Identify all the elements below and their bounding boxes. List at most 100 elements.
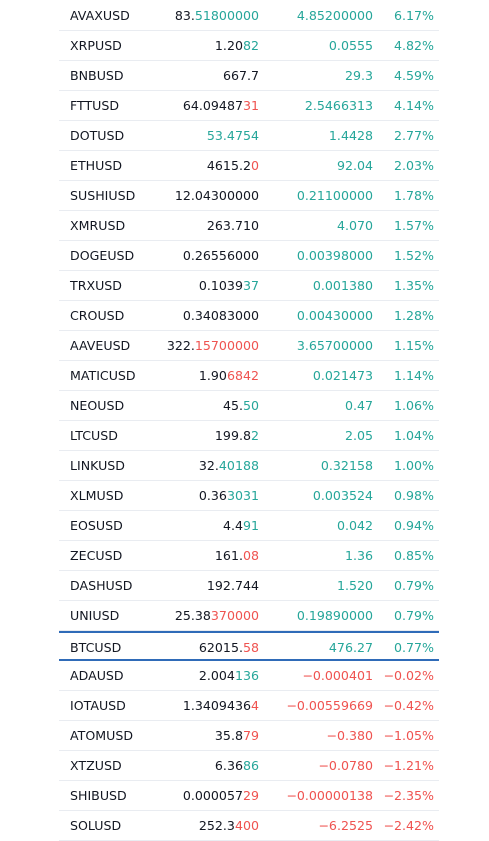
last-price: 0.26556000 [183, 241, 259, 271]
last-price-unchanged-digits: 64.09487 [182, 98, 243, 113]
last-price: 2.004136 [199, 661, 259, 691]
change-percent: −2.35% [383, 788, 434, 803]
change-percent: 1.06% [393, 398, 434, 413]
last-price-unchanged-digits: 4615.2 [206, 158, 251, 173]
last-price-unchanged-digits: 83. [174, 8, 195, 23]
last-price: 263.710 [207, 211, 259, 241]
last-price: 192.744 [207, 571, 259, 601]
change-percent: 4.59% [393, 68, 434, 83]
watchlist-row[interactable]: DASHUSD 192.744 1.520 0.79% [59, 571, 439, 601]
watchlist-row[interactable]: XMRUSD 263.710 4.070 1.57% [59, 211, 439, 241]
watchlist-row-selected[interactable]: BTCUSD 62015.58 476.27 0.77% [59, 631, 439, 661]
change-percent: 1.57% [393, 218, 434, 233]
change-value: −6.2525 [318, 818, 373, 833]
watchlist-row[interactable]: XTZUSD 6.3686 −0.0780 −1.21% [59, 751, 439, 781]
change-value: 0.042 [336, 518, 373, 533]
last-price: 1.906842 [199, 361, 259, 391]
last-price-unchanged-digits: 0.1039 [198, 278, 243, 293]
last-price-changed-digits: 136 [234, 668, 259, 683]
watchlist-row[interactable]: DOGEUSD 0.26556000 0.00398000 1.52% [59, 241, 439, 271]
last-price-unchanged-digits: 1.20 [214, 38, 243, 53]
watchlist-row[interactable]: EOSUSD 4.491 0.042 0.94% [59, 511, 439, 541]
watchlist-row[interactable]: IOTAUSD 1.34094364 −0.00559669 −0.42% [59, 691, 439, 721]
last-price-unchanged-digits: 35.8 [214, 728, 243, 743]
last-price-unchanged-digits: 263.710 [206, 218, 259, 233]
change-value: 92.04 [336, 158, 373, 173]
last-price-unchanged-digits: 161. [214, 548, 243, 563]
change-percent: 1.04% [393, 428, 434, 443]
watchlist-row[interactable]: FTTUSD 64.0948731 2.5466313 4.14% [59, 91, 439, 121]
change-value: −0.00000138 [286, 788, 373, 803]
watchlist-row[interactable]: XRPUSD 1.2082 0.0555 4.82% [59, 31, 439, 61]
last-price-unchanged-digits: 667.7 [222, 68, 259, 83]
last-price-changed-digits: 4 [250, 698, 259, 713]
symbol-label: UNIUSD [70, 608, 120, 623]
last-price: 62015.58 [199, 633, 259, 663]
last-price: 161.08 [215, 541, 259, 571]
watchlist-row[interactable]: TRXUSD 0.103937 0.001380 1.35% [59, 271, 439, 301]
change-percent: 4.82% [393, 38, 434, 53]
watchlist-row[interactable]: SOLUSD 252.3400 −6.2525 −2.42% [59, 811, 439, 841]
change-percent: 2.77% [393, 128, 434, 143]
last-price: 64.0948731 [183, 91, 259, 121]
watchlist-row[interactable]: AVAXUSD 83.51800000 4.85200000 6.17% [59, 1, 439, 31]
change-value: 0.19890000 [296, 608, 373, 623]
change-percent: 0.79% [393, 578, 434, 593]
last-price-changed-digits: 82 [242, 38, 259, 53]
last-price-changed-digits: 50 [242, 398, 259, 413]
change-percent: 1.14% [393, 368, 434, 383]
last-price-changed-digits: 31 [242, 98, 259, 113]
watchlist-row[interactable]: NEOUSD 45.50 0.47 1.06% [59, 391, 439, 421]
symbol-label: ATOMUSD [70, 728, 134, 743]
symbol-label: SUSHIUSD [70, 188, 136, 203]
watchlist-row[interactable]: AAVEUSD 322.15700000 3.65700000 1.15% [59, 331, 439, 361]
change-percent: 1.52% [393, 248, 434, 263]
symbol-label: BTCUSD [70, 640, 122, 655]
last-price: 32.40188 [199, 451, 259, 481]
watchlist-row[interactable]: MATICUSD 1.906842 0.021473 1.14% [59, 361, 439, 391]
last-price: 12.04300000 [175, 181, 259, 211]
last-price-changed-digits: 79 [242, 728, 259, 743]
last-price-unchanged-digits: 252.3 [198, 818, 235, 833]
last-price-unchanged-digits: 45. [222, 398, 243, 413]
last-price-unchanged-digits: 62015. [198, 640, 243, 655]
watchlist-row[interactable]: ADAUSD 2.004136 −0.000401 −0.02% [59, 661, 439, 691]
watchlist-row[interactable]: ZECUSD 161.08 1.36 0.85% [59, 541, 439, 571]
last-price: 45.50 [223, 391, 259, 421]
watchlist-row[interactable]: LTCUSD 199.82 2.05 1.04% [59, 421, 439, 451]
last-price: 1.34094364 [183, 691, 259, 721]
last-price-changed-digits: 53.4754 [206, 128, 259, 143]
watchlist-row[interactable]: UNIUSD 25.38370000 0.19890000 0.79% [59, 601, 439, 631]
symbol-label: SHIBUSD [70, 788, 127, 803]
last-price-unchanged-digits: 25.38 [174, 608, 211, 623]
watchlist-row[interactable]: LINKUSD 32.40188 0.32158 1.00% [59, 451, 439, 481]
last-price-changed-digits: 2 [250, 428, 259, 443]
last-price-changed-digits: 91 [242, 518, 259, 533]
last-price-unchanged-digits: 0.26556000 [182, 248, 259, 263]
symbol-label: DOGEUSD [70, 248, 135, 263]
last-price-unchanged-digits: 12.04300000 [174, 188, 259, 203]
watchlist-row[interactable]: DOTUSD 53.4754 1.4428 2.77% [59, 121, 439, 151]
symbol-label: FTTUSD [70, 98, 120, 113]
watchlist-row[interactable]: XLMUSD 0.363031 0.003524 0.98% [59, 481, 439, 511]
last-price: 25.38370000 [175, 601, 259, 631]
last-price: 667.7 [223, 61, 259, 91]
symbol-label: ETHUSD [70, 158, 123, 173]
symbol-label: AAVEUSD [70, 338, 131, 353]
change-value: −0.000401 [302, 668, 373, 683]
change-value: 0.00430000 [296, 308, 373, 323]
watchlist-row[interactable]: CROUSD 0.34083000 0.00430000 1.28% [59, 301, 439, 331]
watchlist-row[interactable]: ETHUSD 4615.20 92.04 2.03% [59, 151, 439, 181]
change-value: 4.070 [336, 218, 373, 233]
watchlist-row[interactable]: BNBUSD 667.7 29.3 4.59% [59, 61, 439, 91]
watchlist-row[interactable]: SHIBUSD 0.00005729 −0.00000138 −2.35% [59, 781, 439, 811]
symbol-label: TRXUSD [70, 278, 122, 293]
last-price: 4.491 [223, 511, 259, 541]
change-value: 0.00398000 [296, 248, 373, 263]
watchlist-row[interactable]: SUSHIUSD 12.04300000 0.21100000 1.78% [59, 181, 439, 211]
last-price: 0.34083000 [183, 301, 259, 331]
symbol-label: DOTUSD [70, 128, 125, 143]
change-percent: 1.78% [393, 188, 434, 203]
watchlist-row[interactable]: ATOMUSD 35.879 −0.380 −1.05% [59, 721, 439, 751]
symbol-label: NEOUSD [70, 398, 125, 413]
